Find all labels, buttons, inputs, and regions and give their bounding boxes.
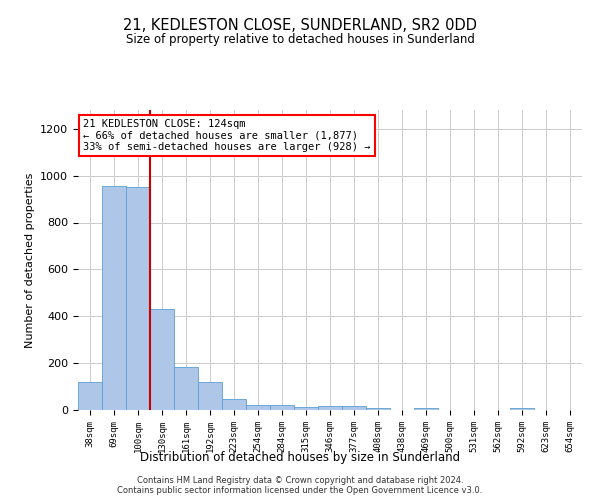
Bar bbox=[246, 406, 270, 410]
Bar bbox=[222, 400, 246, 410]
Bar bbox=[198, 382, 222, 410]
Bar bbox=[270, 406, 294, 410]
Bar bbox=[174, 366, 198, 410]
Bar bbox=[318, 406, 342, 410]
Y-axis label: Number of detached properties: Number of detached properties bbox=[25, 172, 35, 348]
Text: 21, KEDLESTON CLOSE, SUNDERLAND, SR2 0DD: 21, KEDLESTON CLOSE, SUNDERLAND, SR2 0DD bbox=[123, 18, 477, 32]
Bar bbox=[102, 186, 126, 410]
Bar bbox=[126, 188, 150, 410]
Bar bbox=[366, 408, 390, 410]
Text: Contains HM Land Registry data © Crown copyright and database right 2024.
Contai: Contains HM Land Registry data © Crown c… bbox=[118, 476, 482, 495]
Text: Distribution of detached houses by size in Sunderland: Distribution of detached houses by size … bbox=[140, 451, 460, 464]
Bar bbox=[414, 408, 438, 410]
Bar bbox=[78, 382, 102, 410]
Bar bbox=[510, 408, 534, 410]
Bar bbox=[294, 407, 318, 410]
Bar bbox=[150, 309, 174, 410]
Text: 21 KEDLESTON CLOSE: 124sqm
← 66% of detached houses are smaller (1,877)
33% of s: 21 KEDLESTON CLOSE: 124sqm ← 66% of deta… bbox=[83, 119, 371, 152]
Bar bbox=[342, 406, 366, 410]
Text: Size of property relative to detached houses in Sunderland: Size of property relative to detached ho… bbox=[125, 32, 475, 46]
